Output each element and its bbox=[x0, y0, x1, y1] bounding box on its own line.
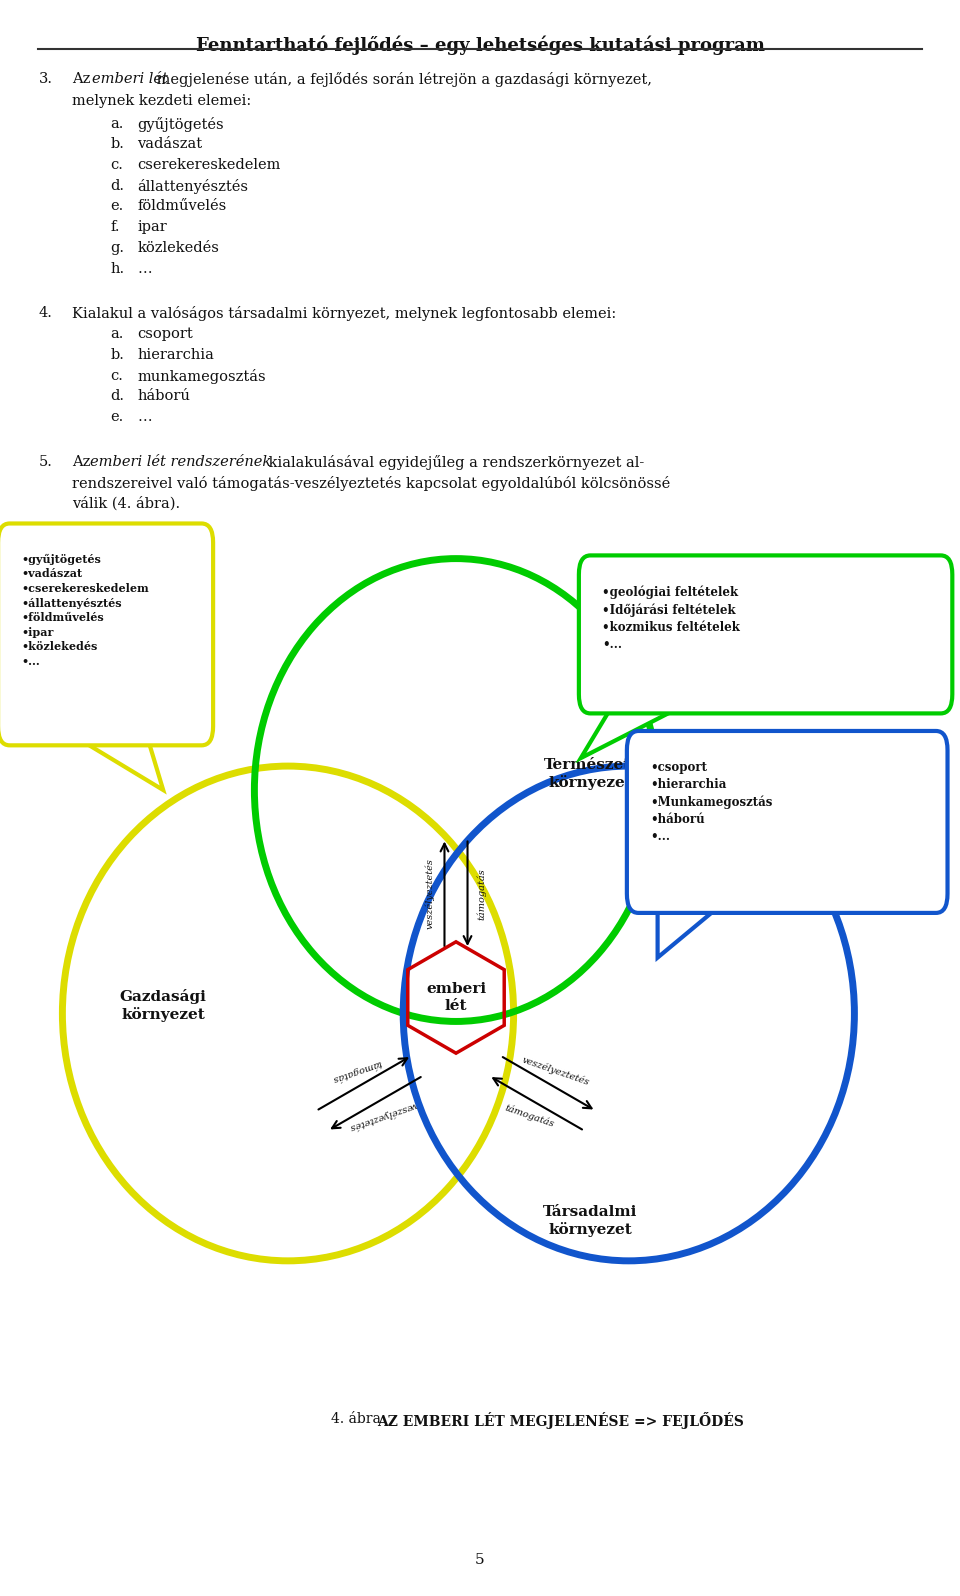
Text: g.: g. bbox=[110, 241, 125, 255]
Text: 4. ábra: 4. ábra bbox=[331, 1412, 386, 1427]
Text: c.: c. bbox=[110, 158, 123, 172]
Text: gyűjtögetés: gyűjtögetés bbox=[137, 117, 224, 131]
Text: munkamegosztás: munkamegosztás bbox=[137, 369, 266, 383]
Text: …: … bbox=[137, 410, 152, 425]
Text: 5: 5 bbox=[475, 1553, 485, 1567]
Text: AZ EMBERI LÉT MEGJELENÉSE => FEJLŐDÉS: AZ EMBERI LÉT MEGJELENÉSE => FEJLŐDÉS bbox=[377, 1412, 744, 1430]
Text: támogatás: támogatás bbox=[503, 1103, 556, 1128]
Text: d.: d. bbox=[110, 179, 125, 193]
Text: közlekedés: közlekedés bbox=[137, 241, 219, 255]
Text: veszélyeztetés: veszélyeztetés bbox=[348, 1100, 418, 1132]
Text: 5.: 5. bbox=[38, 455, 52, 469]
Text: Az: Az bbox=[72, 455, 95, 469]
Text: Gazdasági
környezet: Gazdasági környezet bbox=[120, 990, 206, 1021]
Text: a.: a. bbox=[110, 117, 124, 131]
Text: Fenntartható fejlődés – egy lehetséges kutatási program: Fenntartható fejlődés – egy lehetséges k… bbox=[196, 35, 764, 54]
Text: kialakulásával egyidejűleg a rendszerkörnyezet al-: kialakulásával egyidejűleg a rendszerkör… bbox=[264, 455, 644, 469]
Text: Társadalmi
környezet: Társadalmi környezet bbox=[543, 1205, 637, 1237]
Text: Kialakul a valóságos társadalmi környezet, melynek legfontosabb elemei:: Kialakul a valóságos társadalmi környeze… bbox=[72, 306, 616, 321]
Text: állattenyésztés: állattenyésztés bbox=[137, 179, 249, 193]
Text: hierarchia: hierarchia bbox=[137, 348, 214, 362]
Text: cserekereskedelem: cserekereskedelem bbox=[137, 158, 280, 172]
Text: c.: c. bbox=[110, 369, 123, 383]
Text: ipar: ipar bbox=[137, 220, 167, 235]
Text: •geológiai feltételek
•Időjárási feltételek
•kozmikus feltételek
•...: •geológiai feltételek •Időjárási feltéte… bbox=[602, 586, 740, 651]
Text: válik (4. ábra).: válik (4. ábra). bbox=[72, 496, 180, 511]
Text: …: … bbox=[137, 262, 152, 276]
Text: földművelés: földművelés bbox=[137, 200, 227, 214]
Text: f.: f. bbox=[110, 220, 120, 235]
Text: 3.: 3. bbox=[38, 72, 53, 86]
Text: rendszereivel való támogatás-veszélyeztetés kapcsolat egyoldalúból kölcsönössé: rendszereivel való támogatás-veszélyezte… bbox=[72, 476, 670, 490]
Polygon shape bbox=[58, 726, 163, 790]
FancyBboxPatch shape bbox=[579, 555, 952, 713]
Text: csoport: csoport bbox=[137, 327, 193, 342]
Text: •csoport
•hierarchia
•Munkamegosztás
•háború
•...: •csoport •hierarchia •Munkamegosztás •há… bbox=[650, 761, 772, 843]
Text: b.: b. bbox=[110, 137, 124, 152]
Text: 4.: 4. bbox=[38, 306, 52, 321]
Text: e.: e. bbox=[110, 410, 124, 425]
Text: a.: a. bbox=[110, 327, 124, 342]
Text: támogatás: támogatás bbox=[477, 868, 487, 919]
Text: h.: h. bbox=[110, 262, 125, 276]
Text: veszélyeztetés: veszélyeztetés bbox=[520, 1055, 590, 1087]
Text: Az: Az bbox=[72, 72, 95, 86]
Text: vadászat: vadászat bbox=[137, 137, 203, 152]
Text: emberi lét: emberi lét bbox=[92, 72, 168, 86]
Polygon shape bbox=[581, 694, 706, 758]
FancyBboxPatch shape bbox=[627, 731, 948, 913]
Text: veszélyeztetés: veszélyeztetés bbox=[425, 859, 435, 929]
Text: megjelenése után, a fejlődés során létrejön a gazdasági környezet,: megjelenése után, a fejlődés során létre… bbox=[152, 72, 652, 86]
Text: emberi lét rendszerének: emberi lét rendszerének bbox=[90, 455, 272, 469]
Text: •gyűjtögetés
•vadászat
•cserekereskedelem
•állattenyésztés
•földművelés
•ipar
•k: •gyűjtögetés •vadászat •cserekereskedele… bbox=[21, 554, 149, 667]
Text: melynek kezdeti elemei:: melynek kezdeti elemei: bbox=[72, 94, 252, 109]
FancyBboxPatch shape bbox=[0, 523, 213, 745]
Text: támogatás: támogatás bbox=[330, 1058, 383, 1084]
Text: Természeti
környezet: Természeti környezet bbox=[544, 758, 636, 790]
Text: b.: b. bbox=[110, 348, 124, 362]
Text: háború: háború bbox=[137, 389, 190, 404]
Text: e.: e. bbox=[110, 200, 124, 214]
Text: emberi
lét: emberi lét bbox=[426, 983, 486, 1012]
Polygon shape bbox=[658, 894, 734, 958]
Text: d.: d. bbox=[110, 389, 125, 404]
